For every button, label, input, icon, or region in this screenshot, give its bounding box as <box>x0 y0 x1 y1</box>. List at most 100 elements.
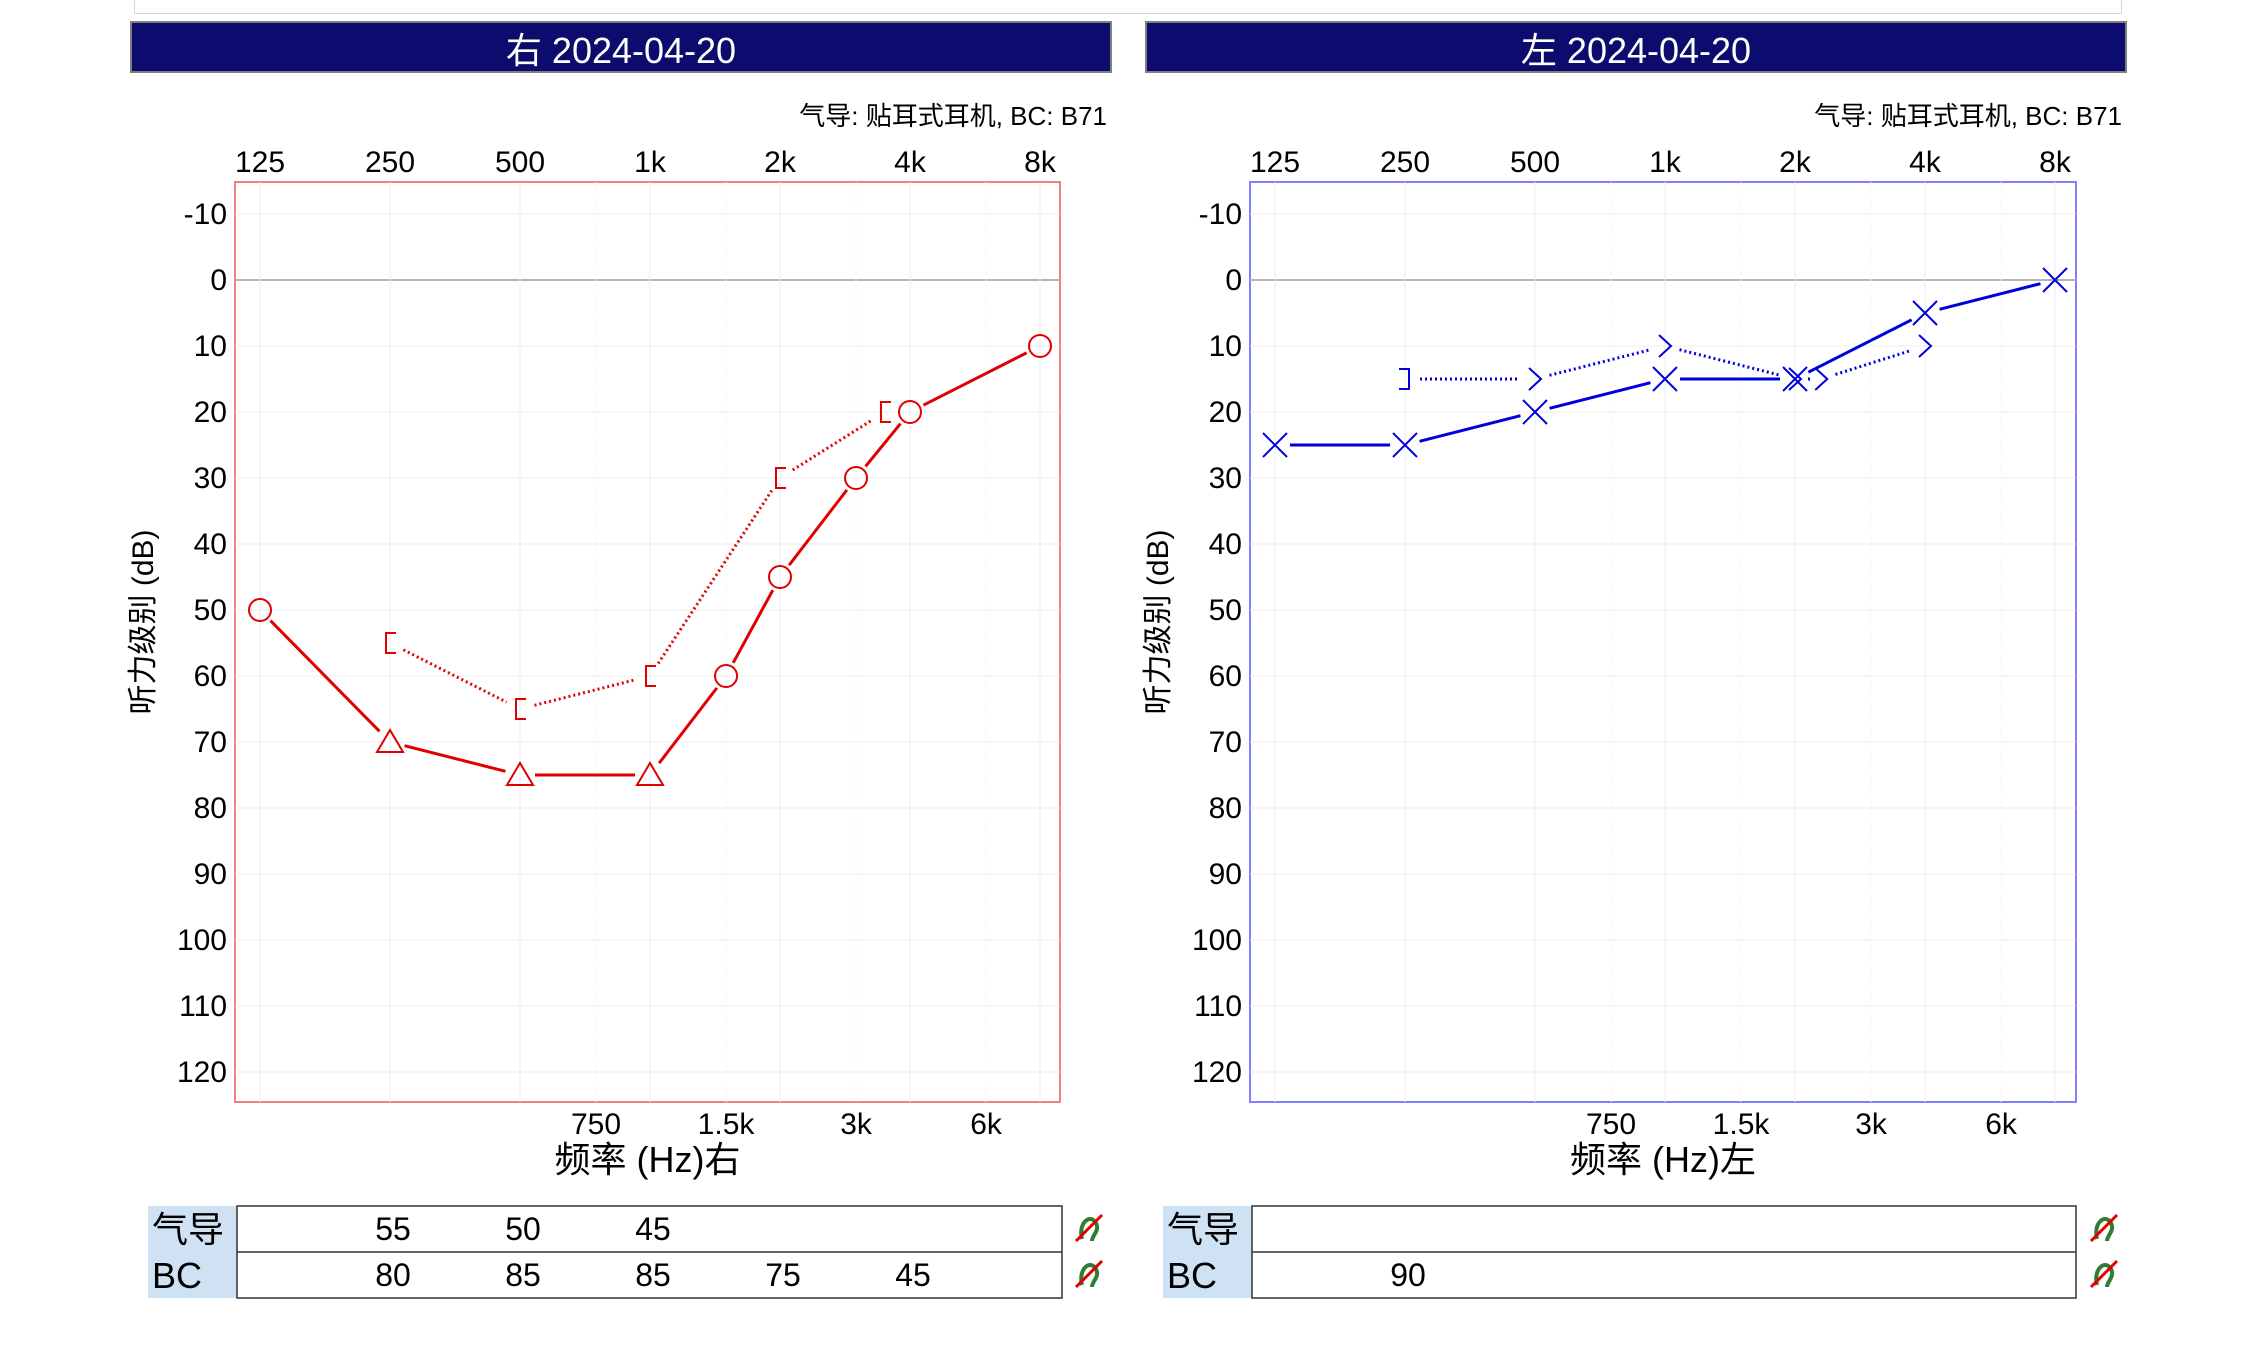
data-point-bracket <box>1399 368 1410 390</box>
x-tick-label-top: 125 <box>235 146 285 179</box>
series-air-conduction <box>248 334 1052 786</box>
data-point-cross <box>1522 399 1548 425</box>
data-point-chevron <box>1528 367 1543 391</box>
x-tick-label-top: 2k <box>764 146 797 179</box>
series-segment <box>731 589 775 664</box>
panel-title: 右 2024-04-20 <box>506 30 736 71</box>
data-point-cross <box>1782 366 1808 392</box>
data-point-chevron <box>1658 334 1673 358</box>
data-point-bracket <box>385 632 396 654</box>
y-tick-label: 60 <box>194 660 227 693</box>
table-label-bg <box>148 1206 237 1298</box>
y-tick-label: 10 <box>1209 330 1242 363</box>
data-point-cross <box>2042 267 2068 293</box>
x-tick-label-top: 125 <box>1250 146 1300 179</box>
x-axis-label: 频率 (Hz)右 <box>555 1139 741 1180</box>
series-segment <box>791 418 874 472</box>
series-segment <box>864 422 902 468</box>
strike-line <box>1074 1259 1104 1289</box>
series-segment <box>269 619 381 733</box>
x-tick-label-bottom: 6k <box>1985 1108 2018 1141</box>
masking-icon <box>2089 1259 2119 1289</box>
data-point-circle <box>714 664 739 688</box>
x-axis-label: 频率 (Hz)左 <box>1570 1139 1756 1180</box>
series-segment <box>1549 381 1651 410</box>
panel-header <box>1145 21 2127 73</box>
data-point-cross <box>1262 432 1288 458</box>
y-axis-label: 听力级别 (dB) <box>127 529 160 714</box>
data-point-chevron <box>1918 334 1933 358</box>
table-cell: 45 <box>895 1257 931 1293</box>
x-tick-label-bottom: 1.5k <box>698 1108 756 1141</box>
series-bone-conduction <box>385 401 891 720</box>
panel-header <box>130 21 1112 73</box>
data-point-triangle <box>635 761 665 786</box>
y-tick-label: 110 <box>1194 990 1242 1023</box>
series-segment <box>534 678 636 707</box>
x-tick-label-top: 4k <box>894 146 927 179</box>
table-cell: 90 <box>1390 1257 1426 1293</box>
data-point-bracket <box>515 698 526 720</box>
y-tick-label: 90 <box>1209 858 1242 891</box>
gridlines <box>235 182 1060 1102</box>
x-tick-label-bottom: 750 <box>1586 1108 1636 1141</box>
data-point-cross <box>1392 432 1418 458</box>
x-tick-label-top: 250 <box>1380 146 1430 179</box>
y-tick-label: 0 <box>210 264 227 297</box>
transducer-label: 气导: 贴耳式耳机, BC: B71 <box>1814 101 2122 131</box>
x-tick-label-bottom: 6k <box>970 1108 1003 1141</box>
y-tick-label: 120 <box>177 1056 227 1089</box>
y-tick-label: -10 <box>1199 198 1242 231</box>
y-tick-label: 10 <box>194 330 227 363</box>
y-tick-label: 100 <box>1192 924 1242 957</box>
y-tick-label: 30 <box>1209 462 1242 495</box>
series-segment <box>1419 414 1521 443</box>
panel-title: 左 2024-04-20 <box>1521 30 1751 71</box>
strike-line <box>2089 1213 2119 1243</box>
table-cell: 45 <box>635 1211 671 1247</box>
data-point-circle <box>844 466 869 490</box>
table-cell: 50 <box>505 1211 541 1247</box>
series-segment <box>1939 282 2041 311</box>
y-tick-label: 120 <box>1192 1056 1242 1089</box>
x-tick-label-top: 1k <box>634 146 667 179</box>
series-bone-conduction <box>1399 334 1933 391</box>
table-row-label: BC <box>152 1255 202 1296</box>
right-ear-panel: 右 2024-04-20 气导: 贴耳式耳机, BC: B71 -10 0 10 20 30… <box>127 21 1112 1299</box>
y-tick-label: 30 <box>194 462 227 495</box>
data-point-circle <box>248 598 272 622</box>
x-tick-label-bottom: 1.5k <box>1713 1108 1771 1141</box>
series-segment <box>404 744 506 773</box>
masking-icon <box>1074 1259 1104 1289</box>
y-tick-label: 20 <box>194 396 227 429</box>
y-tick-label: 40 <box>194 528 227 561</box>
data-point-cross <box>1652 366 1678 392</box>
x-tick-label-top: 8k <box>2039 146 2072 179</box>
x-tick-label-top: 4k <box>1909 146 1942 179</box>
masking-icon <box>1074 1213 1104 1243</box>
y-tick-label: -10 <box>184 198 227 231</box>
data-point-bracket <box>645 665 656 687</box>
series-segment <box>402 648 508 704</box>
y-tick-label: 100 <box>177 924 227 957</box>
y-tick-label: 80 <box>194 792 227 825</box>
value-table: 气导 BC 55 50 45 80 85 85 75 45 <box>148 1205 1104 1299</box>
x-tick-label-top: 500 <box>1510 146 1560 179</box>
x-tick-label-top: 1k <box>1649 146 1682 179</box>
y-tick-label: 60 <box>1209 660 1242 693</box>
y-tick-label: 80 <box>1209 792 1242 825</box>
series-segment <box>1835 349 1912 376</box>
y-tick-label: 90 <box>194 858 227 891</box>
series-segment <box>787 488 849 567</box>
y-axis-label: 听力级别 (dB) <box>1142 529 1175 714</box>
data-point-bracket <box>775 467 786 489</box>
plot-area <box>1249 181 2077 1103</box>
series-segment <box>922 351 1028 407</box>
y-tick-label: 50 <box>1209 594 1242 627</box>
table-cell: 85 <box>635 1257 671 1293</box>
left-ear-panel: 左 2024-04-20 气导: 贴耳式耳机, BC: B71 -10 0 10 20 30… <box>1142 21 2127 1299</box>
y-tick-label: 70 <box>194 726 227 759</box>
x-tick-label-bottom: 750 <box>571 1108 621 1141</box>
table-row-label: 气导 <box>152 1209 224 1250</box>
series-segment <box>657 686 719 765</box>
